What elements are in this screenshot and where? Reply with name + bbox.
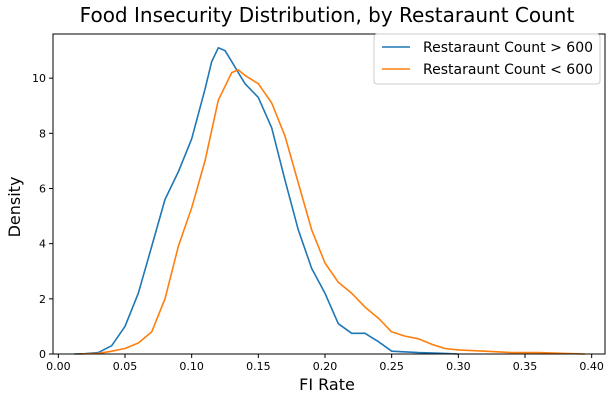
legend: Restaraunt Count > 600 Restaraunt Count <…: [373, 33, 601, 85]
axes-frame: [52, 33, 606, 355]
x-tick-label: 0.25: [379, 360, 404, 373]
y-tick-label: 4: [39, 238, 46, 251]
x-tick-label: 0.40: [579, 360, 604, 373]
x-tick-label: 0.00: [46, 360, 71, 373]
y-tick-label: 10: [32, 72, 46, 85]
legend-label-1: Restaraunt Count > 600: [423, 40, 593, 56]
x-tick-label: 0.15: [246, 360, 271, 373]
plot-area: 0.00 0.05 0.10 0.15 0.20 0.25 0.30 0.35 0.40 0 2 4 6…: [32, 33, 606, 373]
series-line-2: [78, 69, 586, 355]
y-tick-label: 2: [39, 293, 46, 306]
x-tick-label: 0.30: [446, 360, 471, 373]
x-axis-label: FI Rate: [299, 375, 355, 394]
y-axis-label: Density: [5, 177, 24, 238]
y-tick-label: 8: [39, 127, 46, 140]
y-tick-label: 6: [39, 182, 46, 195]
x-tick-label: 0.35: [513, 360, 538, 373]
legend-box: [373, 33, 601, 85]
y-tick-label: 0: [39, 348, 46, 361]
x-tick-label: 0.10: [179, 360, 204, 373]
x-tick-label: 0.20: [313, 360, 338, 373]
legend-label-2: Restaraunt Count < 600: [423, 62, 593, 78]
series-line-1: [74, 47, 459, 355]
chart-title: Food Insecurity Distribution, by Restara…: [80, 3, 575, 27]
x-tick-label: 0.05: [113, 360, 138, 373]
